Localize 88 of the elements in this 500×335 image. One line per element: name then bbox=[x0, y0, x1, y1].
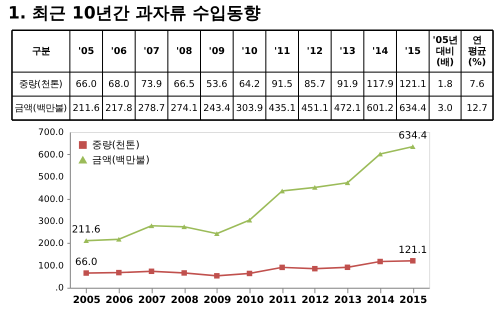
text: 연 평균 (%) bbox=[468, 35, 486, 68]
point bbox=[279, 264, 285, 270]
point bbox=[246, 218, 252, 223]
data-label: 303.9 bbox=[236, 103, 264, 114]
y-tick-label: 400.0 bbox=[38, 194, 64, 205]
point bbox=[344, 264, 350, 270]
text: '12 bbox=[306, 46, 323, 58]
annotation: 121.1 bbox=[398, 244, 428, 256]
data-label: 243.4 bbox=[203, 103, 230, 114]
point bbox=[214, 231, 220, 236]
legend-label: 금액(백만불) bbox=[92, 154, 150, 166]
text: '07 bbox=[143, 46, 160, 58]
text: 3.0 bbox=[438, 103, 453, 114]
annotation: 66.0 bbox=[75, 257, 98, 268]
point bbox=[83, 238, 89, 244]
text: '11 bbox=[274, 46, 290, 58]
y-tick-label: 100.0 bbox=[38, 261, 64, 272]
data-label: 472.1 bbox=[334, 103, 362, 114]
x-tick-label: 2008 bbox=[170, 295, 199, 306]
text: '15 bbox=[404, 46, 421, 58]
y-tick-label: 200.0 bbox=[38, 239, 64, 250]
x-tick-label: 2006 bbox=[105, 295, 134, 306]
x-tick-label: 2009 bbox=[203, 295, 232, 306]
point bbox=[214, 273, 220, 279]
data-label: 435.1 bbox=[268, 103, 296, 114]
point bbox=[83, 270, 89, 276]
data-label: 73.9 bbox=[140, 79, 162, 90]
y-tick-label: .0 bbox=[55, 284, 64, 294]
data-label: 117.9 bbox=[366, 79, 394, 90]
data-label: 85.7 bbox=[304, 79, 326, 90]
data-label: 68.0 bbox=[108, 79, 130, 90]
x-tick-label: 2010 bbox=[236, 295, 264, 306]
x-tick-label: 2011 bbox=[268, 295, 297, 306]
y-tick-label: 700.0 bbox=[38, 128, 64, 138]
text: 금액(백만불) bbox=[14, 103, 68, 114]
data-label: 274.1 bbox=[170, 103, 198, 114]
data-label: 53.6 bbox=[206, 79, 228, 90]
point bbox=[410, 258, 416, 264]
data-label: 451.1 bbox=[301, 103, 328, 114]
point bbox=[116, 270, 122, 276]
data-label: 634.4 bbox=[399, 103, 426, 114]
point bbox=[181, 270, 187, 276]
point bbox=[312, 185, 318, 190]
x-tick-label: 2012 bbox=[301, 295, 330, 306]
point bbox=[148, 223, 154, 228]
text: 1.8 bbox=[438, 79, 453, 90]
text: '09 bbox=[208, 46, 225, 58]
point bbox=[312, 266, 318, 272]
y-tick-label: 600.0 bbox=[38, 150, 64, 160]
data-label: 66.5 bbox=[174, 79, 195, 90]
point bbox=[344, 180, 350, 186]
text: '10 bbox=[241, 46, 258, 58]
data-label: 217.8 bbox=[105, 103, 132, 114]
text: 12.7 bbox=[466, 103, 488, 114]
annotation: 634.4 bbox=[398, 130, 428, 142]
data-label: 278.7 bbox=[138, 103, 166, 114]
point bbox=[246, 270, 252, 276]
data-label: 91.5 bbox=[272, 79, 293, 90]
data-label: 121.1 bbox=[399, 79, 426, 90]
text: 중량(천톤) bbox=[19, 79, 63, 90]
text: '13 bbox=[339, 46, 356, 58]
legend-label: 중량(천톤) bbox=[92, 140, 140, 152]
y-tick-label: 500.0 bbox=[38, 172, 64, 183]
text: '06 bbox=[110, 46, 128, 58]
x-tick-label: 2007 bbox=[138, 295, 166, 306]
x-tick-label: 2013 bbox=[334, 295, 362, 306]
x-tick-label: 2015 bbox=[399, 295, 428, 306]
text: '05년 대비 (배) bbox=[432, 35, 458, 68]
data-label: 91.9 bbox=[336, 79, 358, 90]
text: 구분 bbox=[32, 46, 50, 58]
text: '05 bbox=[78, 46, 94, 58]
chart-title: 1. 최근 10년간 과자류 수입동향 bbox=[8, 2, 260, 22]
text: '14 bbox=[372, 46, 389, 58]
x-tick-label: 2014 bbox=[366, 295, 395, 306]
x-tick-label: 2005 bbox=[72, 295, 101, 306]
data-label: 64.2 bbox=[238, 79, 260, 90]
text: '08 bbox=[176, 46, 192, 58]
point bbox=[116, 236, 122, 242]
point bbox=[181, 224, 187, 230]
text: 7.6 bbox=[470, 79, 485, 90]
point bbox=[377, 258, 383, 264]
point bbox=[148, 268, 154, 274]
data-label: 211.6 bbox=[72, 103, 100, 114]
data-label: 66.0 bbox=[76, 79, 97, 90]
data-label: 601.2 bbox=[366, 103, 394, 114]
y-tick-label: 300.0 bbox=[38, 217, 64, 228]
point bbox=[410, 144, 416, 149]
annotation: 211.6 bbox=[72, 224, 100, 236]
